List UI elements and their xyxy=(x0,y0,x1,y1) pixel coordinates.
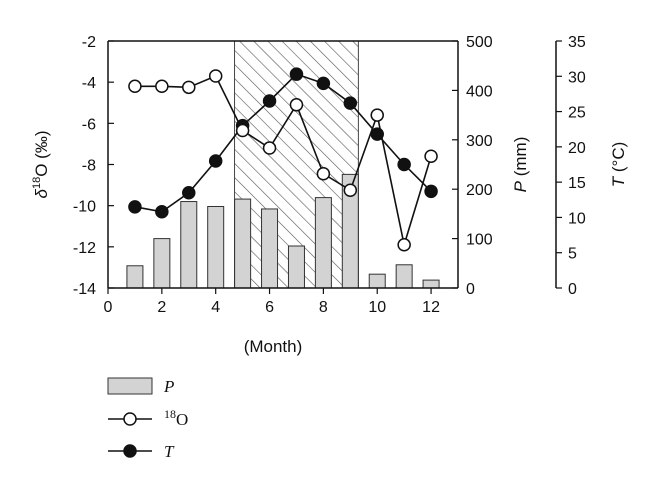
legend-symbol-p xyxy=(107,377,153,395)
temp-tick-label: 35 xyxy=(568,34,586,51)
axes-layer: 0 2 4 6 8 10 12 (Month) -2 -4 -6 -8 -10 -12 -14 δ18O (‰… xyxy=(31,34,628,356)
left-tick-label: -12 xyxy=(73,240,96,257)
temp-tick-label: 20 xyxy=(568,140,586,157)
x-tick-label: 6 xyxy=(265,299,274,316)
o18-series-point xyxy=(182,80,196,95)
t-series-point xyxy=(128,200,142,214)
legend-marker xyxy=(123,412,137,426)
legend-marker xyxy=(123,444,137,458)
x-tick-label: 10 xyxy=(368,299,386,316)
x-tick-label: 0 xyxy=(104,299,113,316)
precip-tick-label: 400 xyxy=(466,83,493,100)
o18-series-point xyxy=(208,69,223,83)
p-bar xyxy=(368,273,386,289)
o18-series-point xyxy=(397,238,411,252)
left-tick-label: -14 xyxy=(73,281,96,298)
left-axis-title: δ18O (‰) xyxy=(31,131,51,199)
legend-label: T xyxy=(164,442,175,461)
x-axis-title: (Month) xyxy=(244,337,303,356)
legend-label-sup: 18 xyxy=(164,407,176,421)
t-series-point xyxy=(424,184,438,199)
t-series-point xyxy=(182,185,196,200)
legend-label-text: T xyxy=(164,442,175,461)
p-bar xyxy=(395,264,413,289)
temp-tick-label: 0 xyxy=(568,281,577,298)
o18-series-point xyxy=(155,79,169,94)
t-series-point xyxy=(208,154,223,168)
o18-series-point xyxy=(128,79,142,94)
o18-series-point xyxy=(424,149,438,164)
x-tick-label: 8 xyxy=(319,299,328,316)
t-series-point xyxy=(262,94,277,108)
p-bar xyxy=(422,279,440,289)
temp-axis-title-unit: (°C) xyxy=(609,142,628,177)
temp-axis-title-var: T xyxy=(609,175,628,187)
bars-layer xyxy=(126,173,440,289)
left-axis-title-delta: δ xyxy=(32,188,51,198)
t-series-point xyxy=(343,96,358,110)
p-bar xyxy=(180,201,198,289)
t-series-point xyxy=(155,205,169,219)
legend-label: P xyxy=(163,377,174,396)
x-tick-label: 4 xyxy=(211,299,220,316)
p-bar xyxy=(234,198,252,289)
o18-series-point xyxy=(262,141,277,155)
o18-series-point xyxy=(316,167,331,181)
p-bar xyxy=(261,208,279,289)
p-bar xyxy=(153,238,171,289)
t-series-point xyxy=(316,76,331,91)
precip-axis-title: P (mm) xyxy=(511,137,530,193)
t-series-point xyxy=(289,67,304,81)
temp-tick-label: 5 xyxy=(568,246,577,263)
temp-tick-label: 15 xyxy=(568,175,586,192)
precip-tick-label: 500 xyxy=(466,34,493,51)
lines-layer xyxy=(128,67,438,252)
o18-series-point xyxy=(289,98,304,112)
p-bar xyxy=(314,197,332,289)
precip-tick-label: 300 xyxy=(466,133,493,150)
p-bar xyxy=(207,205,225,289)
left-tick-label: -10 xyxy=(73,199,96,216)
left-tick-label: -4 xyxy=(82,75,96,92)
precip-axis-title-unit: (mm) xyxy=(511,137,530,181)
precip-tick-label: 0 xyxy=(466,281,475,298)
precip-tick-label: 100 xyxy=(466,232,493,249)
temp-tick-label: 25 xyxy=(568,105,586,122)
left-tick-label: -8 xyxy=(82,158,96,175)
temp-tick-label: 30 xyxy=(568,69,586,86)
p-bar xyxy=(287,245,305,289)
left-tick-label: -2 xyxy=(82,34,96,51)
left-axis-title-suffix: O (‰) xyxy=(32,131,51,177)
x-tick-label: 12 xyxy=(422,299,440,316)
temp-axis-title: T (°C) xyxy=(609,142,628,188)
o18-series-point xyxy=(235,123,250,138)
left-axis-title-sup: 18 xyxy=(31,177,43,189)
o18-series-point xyxy=(343,183,358,197)
precip-axis-title-var: P xyxy=(511,180,530,192)
legend-label-text: O xyxy=(176,410,188,429)
legend-label: 18O xyxy=(164,407,188,429)
temp-tick-label: 10 xyxy=(568,210,586,227)
precip-tick-label: 200 xyxy=(466,182,493,199)
legend-label-text: P xyxy=(163,377,174,396)
p-bar xyxy=(126,265,144,289)
t-series-point xyxy=(397,157,411,172)
o18-series-point xyxy=(370,108,384,122)
x-tick-label: 2 xyxy=(157,299,166,316)
left-tick-label: -6 xyxy=(82,116,96,133)
